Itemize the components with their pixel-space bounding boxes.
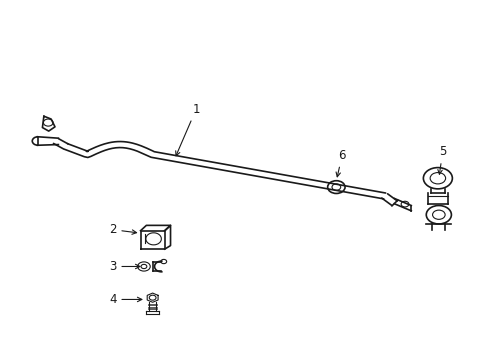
Text: 3: 3 — [109, 260, 140, 273]
Text: 5: 5 — [437, 145, 446, 174]
Text: 6: 6 — [335, 149, 345, 177]
Text: 2: 2 — [109, 223, 136, 236]
Text: 1: 1 — [175, 103, 200, 156]
Text: 4: 4 — [109, 293, 142, 306]
